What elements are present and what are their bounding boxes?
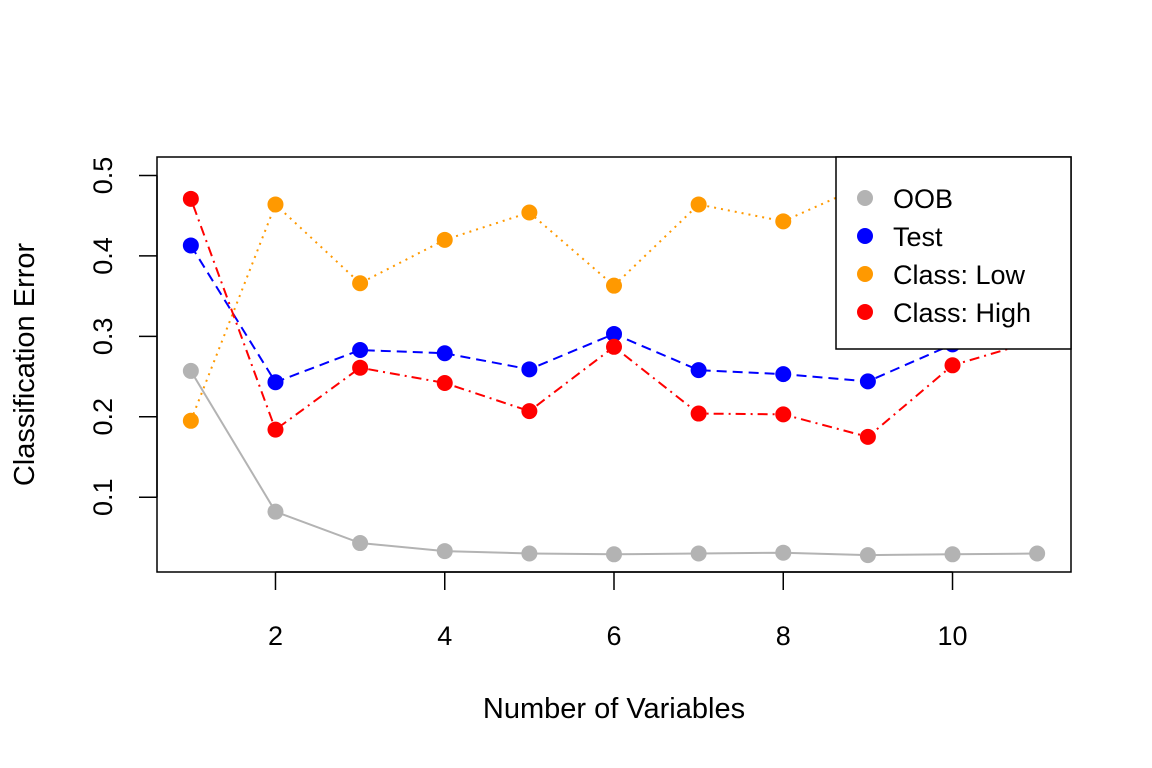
- data-point: [352, 359, 369, 376]
- data-point: [606, 338, 622, 355]
- legend-label: Class: Low: [893, 260, 1026, 290]
- legend-marker: [857, 190, 873, 206]
- x-axis-label: Number of Variables: [483, 693, 745, 725]
- data-point: [775, 406, 792, 423]
- data-point: [690, 405, 707, 422]
- data-point: [267, 374, 284, 391]
- legend-label: OOB: [893, 184, 953, 214]
- data-point: [521, 545, 538, 562]
- x-axis: 2 4 6 8 10: [268, 571, 968, 651]
- data-point: [436, 374, 453, 391]
- series-0: [182, 362, 1046, 564]
- data-point: [267, 421, 284, 438]
- x-tick-label: 8: [776, 621, 791, 651]
- data-point: [690, 362, 707, 379]
- legend-box: [835, 156, 1072, 350]
- legend: OOB Test Class: Low Class: High: [835, 156, 1072, 350]
- legend-label: Test: [893, 222, 943, 252]
- data-point: [775, 213, 792, 230]
- y-tick-label: 0.5: [88, 157, 118, 195]
- data-point: [521, 361, 538, 378]
- data-point: [775, 544, 792, 561]
- data-point: [521, 403, 538, 420]
- data-point: [944, 546, 961, 563]
- y-tick-label: 0.4: [88, 237, 118, 275]
- y-axis: 0.1 0.2 0.3 0.4 0.5: [88, 157, 158, 516]
- legend-label: Class: High: [893, 298, 1031, 328]
- data-point: [859, 373, 876, 390]
- x-tick-label: 6: [606, 621, 621, 651]
- y-tick-label: 0.2: [88, 398, 118, 436]
- data-point: [859, 428, 876, 445]
- data-point: [436, 345, 453, 362]
- data-point: [352, 275, 369, 292]
- data-point: [182, 362, 199, 379]
- legend-marker: [857, 304, 873, 320]
- series-line: [189, 182, 1038, 422]
- data-point: [775, 366, 792, 383]
- data-point: [690, 196, 707, 213]
- data-point: [436, 543, 453, 560]
- data-point: [436, 231, 453, 248]
- x-tick-label: 4: [437, 621, 452, 651]
- x-tick-label: 2: [268, 621, 283, 651]
- data-point: [352, 535, 369, 552]
- y-tick-label: 0.3: [88, 318, 118, 356]
- x-tick-label: 10: [937, 621, 967, 651]
- data-point: [182, 190, 199, 207]
- data-point: [1029, 545, 1046, 562]
- legend-marker: [857, 228, 873, 244]
- y-axis-label: Classification Error: [9, 242, 41, 486]
- data-point: [606, 325, 622, 342]
- data-point: [859, 547, 876, 564]
- data-point: [182, 412, 199, 429]
- data-point: [267, 196, 284, 213]
- y-tick-label: 0.1: [88, 478, 118, 516]
- data-point: [606, 277, 622, 294]
- data-point: [521, 204, 538, 221]
- data-point: [267, 503, 284, 520]
- data-point: [690, 545, 707, 562]
- data-point: [352, 342, 369, 359]
- data-point: [944, 357, 961, 374]
- data-point: [606, 546, 622, 563]
- legend-marker: [857, 266, 873, 282]
- data-point: [182, 237, 199, 254]
